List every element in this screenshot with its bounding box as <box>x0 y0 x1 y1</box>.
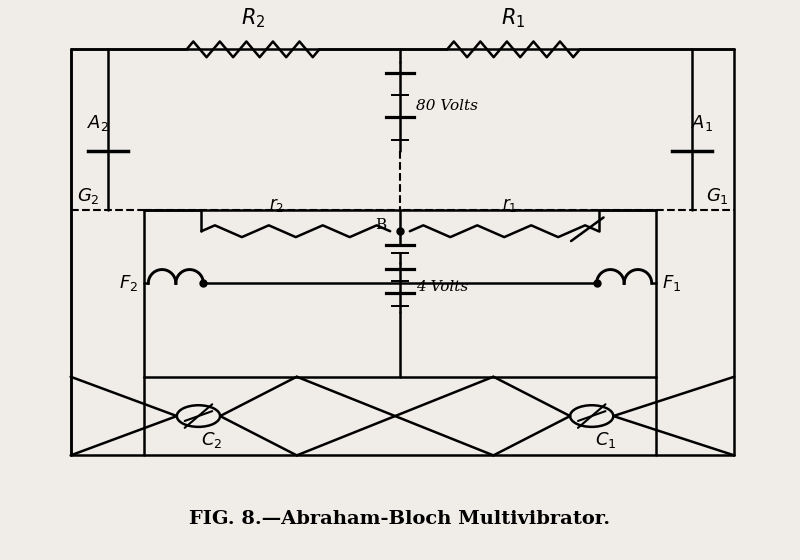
Text: 80 Volts: 80 Volts <box>416 99 478 113</box>
Text: $r_1$: $r_1$ <box>502 195 517 213</box>
Text: $r_2$: $r_2$ <box>270 195 285 213</box>
Text: $A_2$: $A_2$ <box>87 113 109 133</box>
Text: B: B <box>375 218 386 232</box>
Text: FIG. 8.—Abraham-Bloch Multivibrator.: FIG. 8.—Abraham-Bloch Multivibrator. <box>190 510 610 528</box>
Text: $A_1$: $A_1$ <box>690 113 713 133</box>
Text: $R_2$: $R_2$ <box>241 6 266 30</box>
Text: $C_2$: $C_2$ <box>202 430 222 450</box>
Text: $F_2$: $F_2$ <box>119 273 138 293</box>
Text: $G_2$: $G_2$ <box>77 186 99 206</box>
Text: $G_1$: $G_1$ <box>706 186 728 206</box>
Text: 4 Volts: 4 Volts <box>416 280 468 294</box>
Text: $C_1$: $C_1$ <box>594 430 616 450</box>
Text: $R_1$: $R_1$ <box>502 6 526 30</box>
Text: $F_1$: $F_1$ <box>662 273 681 293</box>
